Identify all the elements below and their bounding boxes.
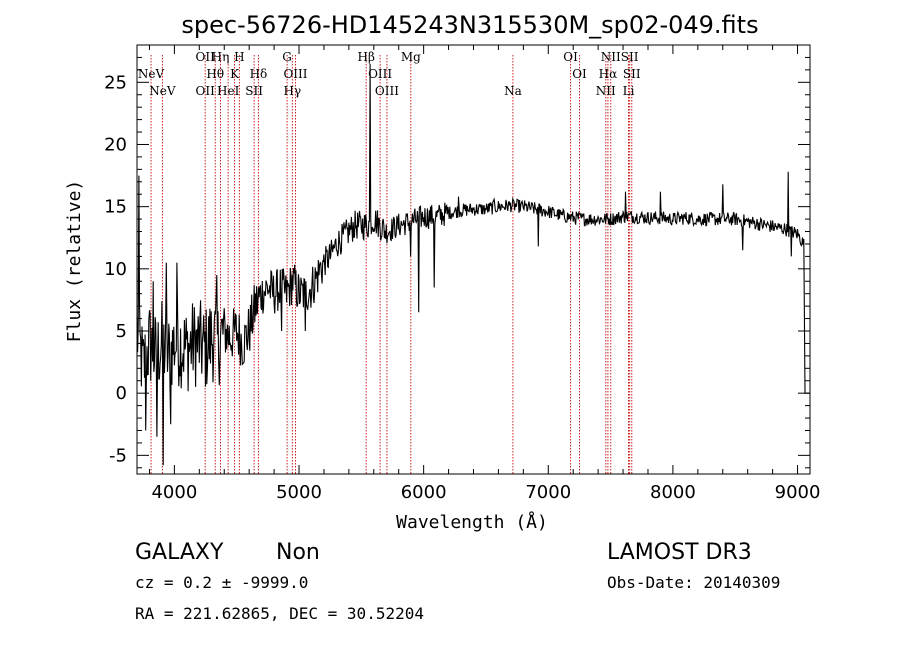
x-axis: 4000 5000 6000 7000 8000 9000 <box>148 45 821 503</box>
y-tick-label: 25 <box>104 72 127 93</box>
spectral-line-label: Hθ <box>206 67 224 81</box>
spectrum-series <box>136 63 810 466</box>
spectral-line-label: OI <box>563 50 578 64</box>
x-tick-label: 6000 <box>401 482 447 503</box>
x-tick-label: 4000 <box>151 482 197 503</box>
spectral-line-label: NeV <box>138 67 165 81</box>
y-axis: -5 0 5 10 15 20 25 <box>104 44 810 469</box>
spectral-line-label: Hη <box>212 50 230 64</box>
spectral-line-label: Mg <box>401 50 421 64</box>
chart-title: spec-56726-HD145243N315530M_sp02-049.fit… <box>181 11 758 39</box>
y-tick-label: 10 <box>104 259 127 280</box>
spectral-line-label: K <box>230 67 240 81</box>
x-tick-label: 5000 <box>276 482 322 503</box>
x-tick-label: 7000 <box>525 482 571 503</box>
y-tick-label: 5 <box>116 321 127 342</box>
spectral-line-label: NII <box>596 84 616 98</box>
spectral-line-label: Hγ <box>284 84 302 98</box>
spectral-line-label: OII <box>195 50 215 64</box>
spectral-line-label: OIII <box>375 84 399 98</box>
redshift-cz: cz = 0.2 ± -9999.0 <box>135 573 308 592</box>
survey-name: LAMOST DR3 <box>607 540 752 565</box>
spectral-line-label: OIII <box>283 67 307 81</box>
spectral-line-label: NeV <box>149 84 176 98</box>
object-subclass: Non <box>276 540 320 565</box>
x-tick-label: 9000 <box>775 482 821 503</box>
spectral-line-label: OII <box>195 84 215 98</box>
spectral-line-label: HeI <box>217 84 240 98</box>
plot-frame <box>136 44 811 475</box>
y-axis-label: Flux (relative) <box>64 180 85 343</box>
ra-dec: RA = 221.62865, DEC = 30.52204 <box>135 604 424 623</box>
spectral-line-label: OI <box>572 67 587 81</box>
y-tick-label: -5 <box>109 445 127 466</box>
spectral-line-label: Hδ <box>250 67 268 81</box>
spectral-line-label: SII <box>623 67 641 81</box>
spectral-line-label: Hα <box>599 67 618 81</box>
spectral-line-label: G <box>282 50 292 64</box>
spectral-line-markers <box>150 55 633 474</box>
spectral-line-label: SII <box>621 50 639 64</box>
y-tick-label: 0 <box>116 383 127 404</box>
x-tick-label: 8000 <box>650 482 696 503</box>
obs-date: Obs-Date: 20140309 <box>607 573 780 592</box>
x-axis-label: Wavelength (Å) <box>396 511 548 533</box>
spectral-line-label: SII <box>245 84 263 98</box>
spectral-line-label: NII <box>601 50 621 64</box>
spectral-line-label: Hβ <box>358 50 375 64</box>
spectral-line-label: Li <box>623 84 635 98</box>
spectral-line-label: H <box>234 50 244 64</box>
object-class: GALAXY <box>135 540 224 565</box>
spectral-line-label: OIII <box>368 67 392 81</box>
spectral-line-label: Na <box>504 84 522 98</box>
y-tick-label: 15 <box>104 197 127 218</box>
y-tick-label: 20 <box>104 134 127 155</box>
